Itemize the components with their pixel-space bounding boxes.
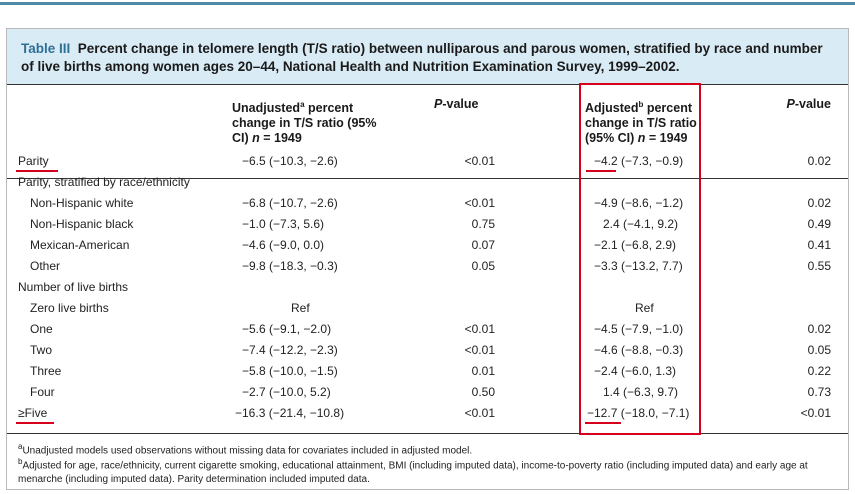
row-label: ≥Five — [18, 406, 48, 420]
table-bottom-rule — [7, 433, 848, 434]
pvalue-unadjusted: 0.05 — [471, 259, 495, 273]
row-label: Non-Hispanic black — [30, 217, 134, 231]
pvalue-adjusted: 0.02 — [807, 322, 831, 336]
table-row: ≥Five −16.3 (−21.4, −10.8) <0.01 −12.7 (… — [7, 403, 848, 424]
header-pvalue-unadjusted: P-value — [434, 97, 479, 111]
footnote-a: aUnadjusted models used observations wit… — [18, 442, 473, 457]
table-row: Two −7.4 (−12.2, −2.3) <0.01 −4.6 (−8.8,… — [7, 340, 848, 361]
table-title: Table III Percent change in telomere len… — [21, 40, 836, 76]
top-rule — [0, 2, 855, 5]
underline-five-value — [585, 422, 621, 424]
adjusted-value: −2.1 (−6.8, 2.9) — [594, 238, 677, 252]
adjusted-value: −12.7 (−18.0, −7.1) — [587, 406, 690, 420]
table-row: Three −5.8 (−10.0, −1.5) 0.01 −2.4 (−6.0… — [7, 361, 848, 382]
adjusted-value: −3.3 (−13.2, 7.7) — [594, 259, 683, 273]
pvalue-unadjusted: 0.01 — [471, 364, 495, 378]
unadjusted-value: −4.6 (−9.0, 0.0) — [242, 238, 325, 252]
adjusted-value: −4.6 (−8.8, −0.3) — [594, 343, 684, 357]
row-label: Three — [30, 364, 62, 378]
row-label: Other — [30, 259, 61, 273]
table-row: Other −9.8 (−18.3, −0.3) 0.05 −3.3 (−13.… — [7, 256, 848, 277]
row-label: Mexican-American — [30, 238, 130, 252]
pvalue-adjusted: 0.02 — [807, 154, 831, 168]
pvalue-unadjusted: <0.01 — [464, 322, 495, 336]
adjusted-value: 2.4 (−4.1, 9.2) — [603, 217, 679, 231]
header-adjusted: Adjustedb percent change in T/S ratio (9… — [585, 100, 697, 146]
unadjusted-value: −16.3 (−21.4, −10.8) — [235, 406, 345, 420]
header-divider — [7, 178, 848, 179]
adjusted-value: −4.9 (−8.6, −1.2) — [594, 196, 684, 210]
pvalue-unadjusted: <0.01 — [464, 343, 495, 357]
pvalue-adjusted: 0.22 — [807, 364, 831, 378]
pvalue-unadjusted: <0.01 — [464, 154, 495, 168]
table-row: Number of live births — [7, 277, 848, 298]
unadjusted-value: −5.6 (−9.1, −2.0) — [242, 322, 332, 336]
row-label: Zero live births — [30, 301, 109, 315]
row-label: Parity, stratified by race/ethnicity — [18, 175, 190, 189]
unadjusted-value: −6.5 (−10.3, −2.6) — [242, 154, 338, 168]
row-label: Number of live births — [18, 280, 129, 294]
table-row: Non-Hispanic black −1.0 (−7.3, 5.6) 0.75… — [7, 214, 848, 235]
pvalue-unadjusted: 0.75 — [471, 217, 495, 231]
pvalue-adjusted: 0.55 — [807, 259, 831, 273]
row-label: One — [30, 322, 53, 336]
pvalue-adjusted: <0.01 — [800, 406, 831, 420]
unadjusted-value: Ref — [291, 301, 310, 315]
table-caption: Percent change in telomere length (T/S r… — [21, 41, 823, 74]
row-label: Parity — [18, 154, 49, 168]
table-row: Parity, stratified by race/ethnicity — [7, 172, 848, 193]
table-row: Zero live births Ref Ref — [7, 298, 848, 319]
table-label: Table III — [21, 41, 71, 56]
row-label: Two — [30, 343, 53, 357]
pvalue-adjusted: 0.02 — [807, 196, 831, 210]
pvalue-unadjusted: 0.50 — [471, 385, 495, 399]
adjusted-value: 1.4 (−6.3, 9.7) — [603, 385, 679, 399]
pvalue-adjusted: 0.73 — [807, 385, 831, 399]
header-pvalue-adjusted: P-value — [786, 97, 831, 111]
underline-parity-value — [586, 170, 616, 172]
table-panel: Table III Percent change in telomere len… — [6, 28, 849, 490]
table-row: Mexican-American −4.6 (−9.0, 0.0) 0.07 −… — [7, 235, 848, 256]
row-label: Four — [30, 385, 55, 399]
unadjusted-value: −6.8 (−10.7, −2.6) — [242, 196, 338, 210]
unadjusted-value: −2.7 (−10.0, 5.2) — [242, 385, 331, 399]
header-unadjusted: Unadjusteda percent change in T/S ratio … — [232, 100, 377, 146]
unadjusted-value: −5.8 (−10.0, −1.5) — [242, 364, 338, 378]
table-row: Non-Hispanic white −6.8 (−10.7, −2.6) <0… — [7, 193, 848, 214]
pvalue-adjusted: 0.41 — [807, 238, 831, 252]
adjusted-value: Ref — [635, 301, 654, 315]
pvalue-unadjusted: 0.07 — [471, 238, 495, 252]
row-label: Non-Hispanic white — [30, 196, 134, 210]
pvalue-unadjusted: <0.01 — [464, 196, 495, 210]
adjusted-value: −4.5 (−7.9, −1.0) — [594, 322, 684, 336]
unadjusted-value: −1.0 (−7.3, 5.6) — [242, 217, 325, 231]
underline-five — [16, 422, 54, 424]
title-band: Table III Percent change in telomere len… — [7, 29, 848, 85]
pvalue-adjusted: 0.49 — [807, 217, 831, 231]
adjusted-value: −2.4 (−6.0, 1.3) — [594, 364, 677, 378]
footnote-b: bAdjusted for age, race/ethnicity, curre… — [18, 457, 808, 486]
unadjusted-value: −7.4 (−12.2, −2.3) — [242, 343, 338, 357]
adjusted-value: −4.2 (−7.3, −0.9) — [594, 154, 684, 168]
table-row: Four −2.7 (−10.0, 5.2) 0.50 1.4 (−6.3, 9… — [7, 382, 848, 403]
table-row: One −5.6 (−9.1, −2.0) <0.01 −4.5 (−7.9, … — [7, 319, 848, 340]
pvalue-adjusted: 0.05 — [807, 343, 831, 357]
unadjusted-value: −9.8 (−18.3, −0.3) — [242, 259, 338, 273]
table-row: Parity −6.5 (−10.3, −2.6) <0.01 −4.2 (−7… — [7, 151, 848, 172]
underline-parity — [16, 170, 58, 172]
pvalue-unadjusted: <0.01 — [464, 406, 495, 420]
